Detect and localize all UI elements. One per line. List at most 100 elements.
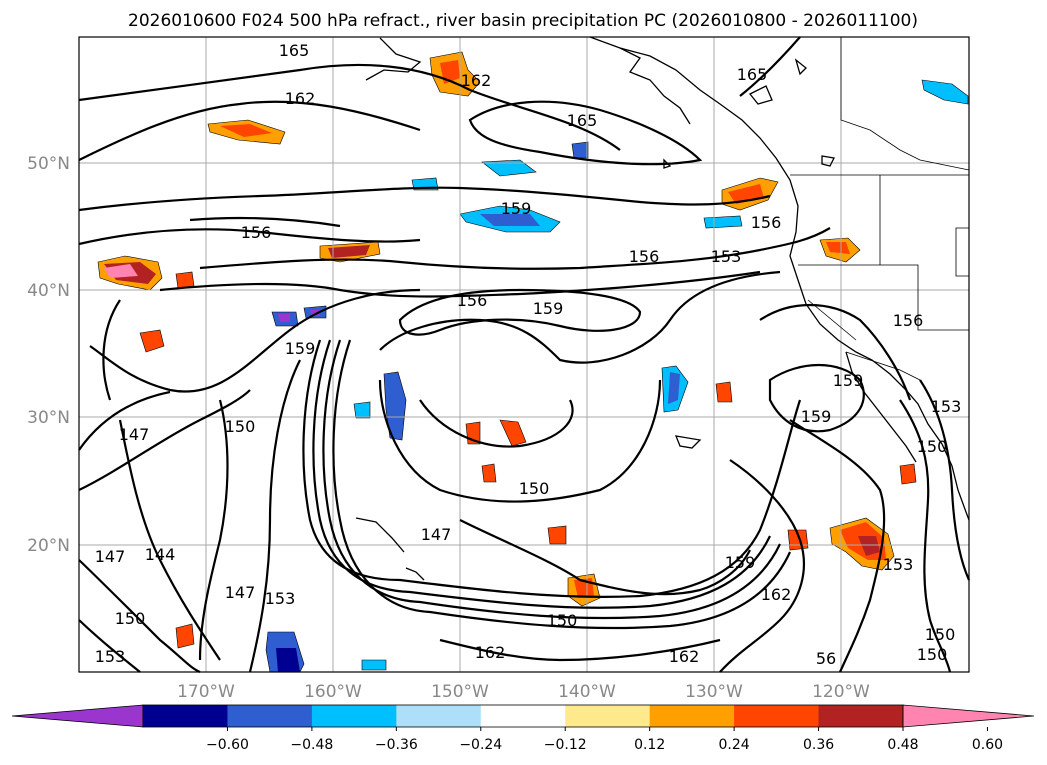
contour-label: 150 (917, 645, 948, 664)
colorbar-segment (734, 705, 820, 727)
contour-label: 156 (629, 247, 660, 266)
contour-line (118, 419, 221, 661)
contour-line (768, 364, 865, 433)
contour-label: 156 (241, 223, 272, 242)
contour-line (102, 299, 121, 401)
contour-label: 162 (761, 585, 792, 604)
precip-blob-neg (668, 372, 680, 404)
precip-blob-pos (139, 329, 165, 353)
contour-label: 147 (95, 547, 126, 566)
contour-line (789, 419, 886, 673)
lon-label: 170°W (177, 682, 235, 702)
contour-line (78, 228, 421, 246)
contour-line (919, 379, 971, 581)
colorbar-segment (480, 705, 566, 727)
contour-label: 150 (115, 609, 146, 628)
colorbar: −0.60 −0.48 −0.36 −0.24 −0.12 0.12 0.24 0.36 0.4… (11, 704, 1035, 753)
colorbar-segment (565, 705, 651, 727)
contour-line (78, 559, 201, 674)
contour-line (419, 399, 574, 448)
lat-label: 30°N (27, 408, 70, 428)
contour-label: 153 (711, 247, 742, 266)
precip-blob-neg (480, 214, 540, 226)
lon-label: 130°W (685, 682, 743, 702)
precip-blob-neg (276, 648, 300, 672)
precip-blob-neg (571, 141, 589, 159)
colorbar-segment (311, 705, 397, 727)
contour-line (78, 186, 771, 212)
contour-label: 159 (725, 553, 756, 572)
contour-label: 156 (457, 291, 488, 310)
contour-label: 147 (119, 425, 150, 444)
contour-label: 162 (461, 71, 492, 90)
contour-line (739, 36, 801, 97)
contour-label: 165 (279, 41, 310, 60)
lon-label: 150°W (431, 682, 489, 702)
colorbar-segment (227, 705, 313, 727)
contour-label: 153 (931, 397, 962, 416)
lon-label: 140°W (558, 682, 616, 702)
contour-label: 153 (95, 647, 126, 666)
colorbar-tick-label: 0.48 (887, 737, 918, 753)
precip-blob-neg (383, 371, 407, 441)
contour-line (198, 399, 229, 661)
contour-line (719, 459, 805, 673)
contour-line (159, 270, 761, 298)
contour-line (78, 63, 621, 151)
precip-blob-pos (858, 536, 880, 556)
lon-label: 120°W (812, 682, 870, 702)
contour-label: 159 (285, 339, 316, 358)
colorbar-tick-label: −0.36 (375, 737, 418, 753)
precip-blob-pos (220, 124, 272, 137)
contour-label: 165 (567, 111, 598, 130)
contour-label: 159 (833, 371, 864, 390)
contour-label: 147 (421, 525, 452, 544)
colorbar-segment (143, 705, 228, 727)
colorbar-tick-label: −0.12 (544, 737, 587, 753)
contour-line (322, 339, 781, 620)
precip-blob-neg (481, 159, 537, 177)
latitude-labels: 50°N 40°N 30°N 20°N (27, 154, 70, 556)
contour-label: 56 (816, 649, 836, 668)
precip-blob-pos (499, 419, 527, 447)
lat-label: 20°N (27, 536, 70, 556)
precip-blob-pos (715, 381, 733, 403)
precip-blob-neg (353, 401, 371, 419)
precip-blob-pos (899, 463, 917, 485)
contour-line (378, 379, 662, 503)
contour-label: 153 (265, 589, 296, 608)
colorbar-extend-low (11, 704, 144, 728)
contour-label: 147 (225, 583, 256, 602)
contour-label: 159 (533, 299, 564, 318)
height-contours (78, 36, 971, 674)
contour-line (78, 100, 421, 161)
contour-line (78, 390, 171, 451)
contour-labels: 165 162 162 165 165 159 156 156 156 153 … (95, 41, 962, 668)
lat-label: 50°N (27, 154, 70, 174)
contour-line (189, 216, 341, 228)
contour-label: 153 (883, 555, 914, 574)
contour-label: 156 (751, 213, 782, 232)
colorbar-tick-label: 0.36 (803, 737, 834, 753)
map-title: 2026010600 F024 500 hPa refract., river … (128, 11, 918, 31)
contour-line (89, 288, 421, 393)
contour-label: 150 (225, 417, 256, 436)
precip-blob-neg (278, 314, 290, 322)
contour-line (302, 339, 802, 598)
contour-label: 159 (501, 199, 532, 218)
colorbar-segment (818, 705, 904, 727)
contour-line (379, 270, 781, 364)
contour-line (459, 519, 751, 596)
precip-blob-neg (361, 659, 387, 671)
contour-line (398, 288, 642, 336)
contour-label: 162 (475, 643, 506, 662)
map-frame (78, 36, 970, 673)
precip-blob-pos (328, 245, 370, 258)
contour-line (439, 638, 721, 662)
graticule (79, 37, 969, 672)
colorbar-extend-high (902, 704, 1035, 728)
lon-label: 160°W (304, 682, 362, 702)
contour-line (759, 304, 912, 401)
contour-label: 150 (917, 437, 948, 456)
colorbar-segment (396, 705, 482, 727)
